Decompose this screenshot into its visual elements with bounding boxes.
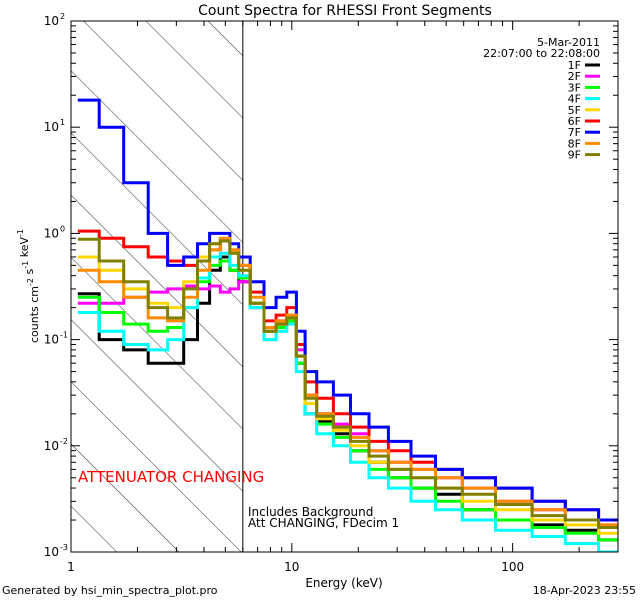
x-tick-label: 100	[501, 560, 524, 574]
legend-label-6f: 6F	[568, 115, 581, 128]
series-4f-line	[77, 251, 618, 552]
legend-label-7f: 7F	[568, 126, 581, 139]
attenuator-annotation: ATTENUATOR CHANGING	[78, 468, 264, 486]
legend-label-4f: 4F	[568, 93, 581, 106]
y-label-exponent: -1	[21, 261, 30, 269]
y-tick-exponent: 0	[60, 224, 65, 233]
x-tick-label: 1	[67, 560, 75, 574]
footer-generator: Generated by hsi_min_spectra_plot.pro	[2, 584, 218, 597]
y-tick-exponent: -3	[60, 543, 68, 552]
legend-label-5f: 5F	[568, 104, 581, 117]
y-tick-label: 10	[44, 545, 59, 559]
series-9f-line	[77, 237, 618, 529]
plot-frame	[70, 20, 619, 553]
y-tick-exponent: -1	[60, 331, 68, 340]
y-tick-label: 10	[44, 226, 59, 240]
y-tick-exponent: 2	[60, 12, 65, 21]
legend-date: 5-Mar-2011	[537, 36, 600, 49]
y-tick-label: 10	[44, 333, 59, 347]
footer-timestamp: 18-Apr-2023 23:55	[533, 584, 636, 597]
y-label-part: cm	[28, 286, 41, 306]
attenuator-status-annotation: Att CHANGING, FDecim 1	[248, 516, 399, 530]
y-label-part: keV	[18, 237, 31, 261]
y-tick-exponent: 1	[60, 118, 65, 127]
legend-label-2f: 2F	[568, 70, 581, 83]
legend-time-range: 22:07:00 to 22:08:00	[483, 47, 600, 60]
y-tick-label: 10	[44, 120, 59, 134]
chart-title: Count Spectra for RHESSI Front Segments	[198, 3, 492, 19]
series-layer	[77, 98, 618, 552]
y-label-exponent: -1	[16, 229, 25, 237]
y-axis-label: counts cm-2 s-1 keV-1	[16, 229, 41, 343]
legend-label-9f: 9F	[568, 149, 581, 162]
y-label-exponent: -2	[26, 278, 35, 286]
x-tick-label: 10	[284, 560, 299, 574]
y-tick-label: 10	[44, 439, 59, 453]
y-label-part: counts	[28, 306, 41, 343]
legend-label-8f: 8F	[568, 137, 581, 150]
y-tick-exponent: -2	[60, 437, 68, 446]
legend-label-1f: 1F	[568, 59, 581, 72]
y-label-part: s	[23, 268, 36, 277]
series-7f-line	[77, 98, 618, 522]
y-tick-label: 10	[44, 14, 59, 28]
background-annotation: Includes Background	[248, 505, 373, 519]
x-axis-label: Energy (keV)	[305, 576, 382, 590]
legend-label-3f: 3F	[568, 81, 581, 94]
